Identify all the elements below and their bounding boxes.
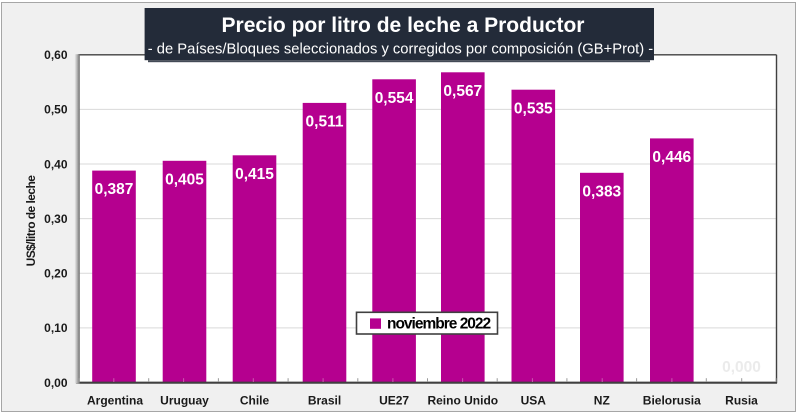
svg-text:Reino Unido: Reino Unido	[427, 394, 498, 408]
svg-text:Rusia: Rusia	[725, 394, 758, 408]
svg-text:0,40: 0,40	[44, 157, 68, 171]
svg-text:Argentina: Argentina	[87, 394, 143, 408]
svg-text:0,387: 0,387	[95, 181, 134, 198]
svg-text:0,405: 0,405	[165, 171, 204, 188]
svg-text:0,00: 0,00	[44, 376, 68, 390]
svg-text:0,10: 0,10	[44, 321, 68, 335]
svg-text:NZ: NZ	[594, 394, 610, 408]
svg-text:0,567: 0,567	[443, 83, 482, 100]
svg-text:US$/litro de leche: US$/litro de leche	[24, 175, 38, 267]
svg-text:0,511: 0,511	[306, 114, 344, 131]
svg-text:USA: USA	[521, 394, 547, 408]
svg-text:UE27: UE27	[379, 394, 409, 408]
svg-text:0,60: 0,60	[44, 48, 68, 62]
svg-text:0,20: 0,20	[44, 267, 68, 281]
svg-text:Chile: Chile	[240, 394, 270, 408]
svg-text:0,446: 0,446	[652, 149, 691, 166]
svg-text:Brasil: Brasil	[308, 394, 341, 408]
svg-text:Uruguay: Uruguay	[160, 394, 209, 408]
svg-text:0,554: 0,554	[375, 90, 414, 107]
svg-text:0,415: 0,415	[235, 166, 274, 183]
svg-text:0,535: 0,535	[514, 100, 553, 117]
svg-text:0,30: 0,30	[44, 212, 68, 226]
svg-text:0,000: 0,000	[722, 359, 761, 376]
svg-text:Precio por litro de leche a Pr: Precio por litro de leche a Productor	[222, 14, 585, 37]
svg-text:noviembre 2022: noviembre 2022	[387, 316, 491, 333]
svg-text:- de Países/Bloques seleccion: - de Países/Bloques seleccionados y corr…	[148, 42, 654, 58]
svg-text:Bielorusia: Bielorusia	[643, 394, 701, 408]
svg-text:0,383: 0,383	[582, 183, 621, 200]
svg-text:0,50: 0,50	[44, 103, 68, 117]
